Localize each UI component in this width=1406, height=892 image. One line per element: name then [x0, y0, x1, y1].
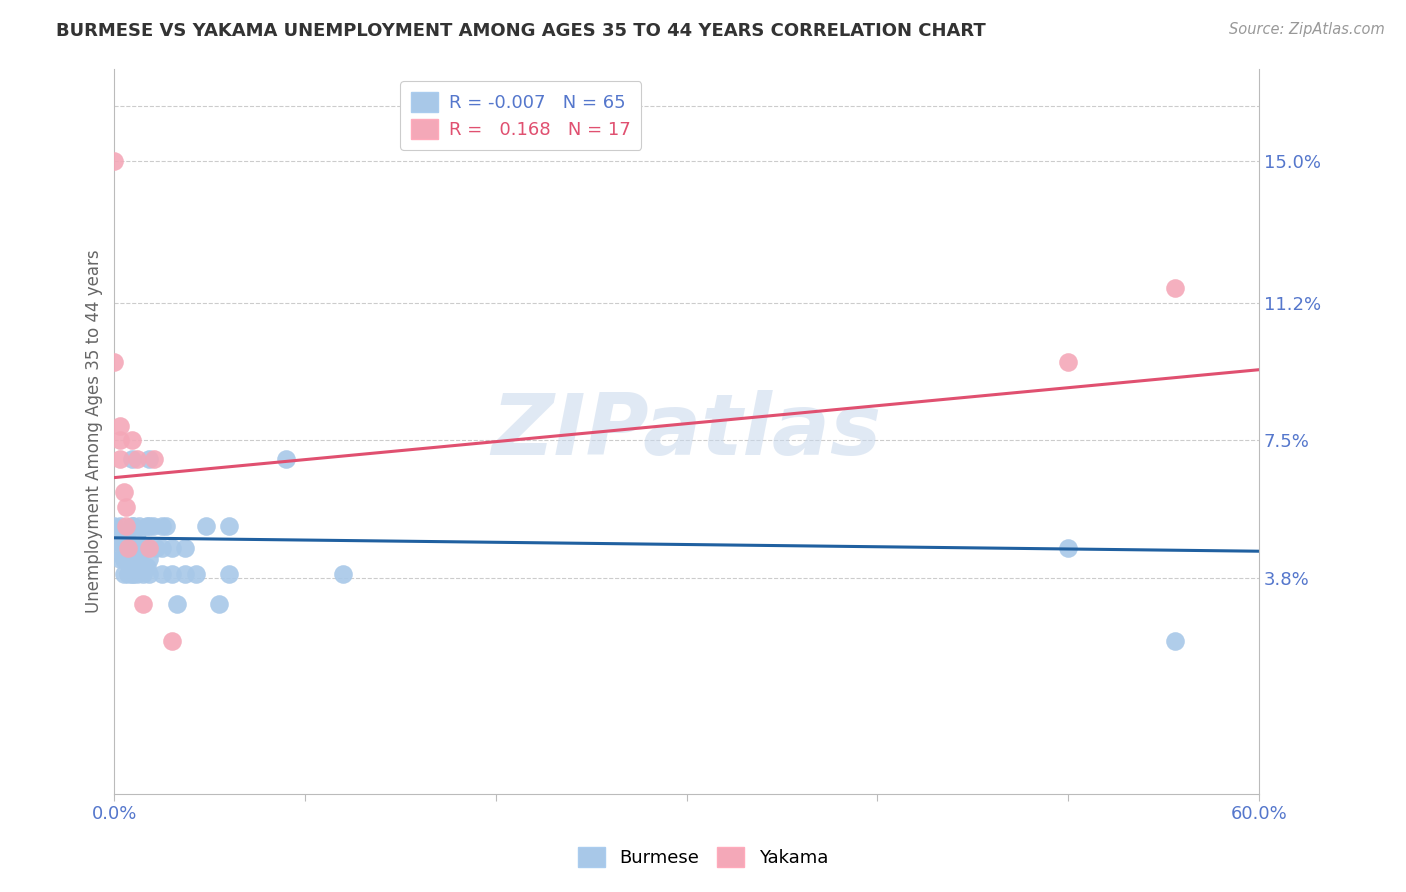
Point — [274, 452, 297, 467]
Point — [135, 559, 157, 574]
Point — [115, 541, 138, 556]
Point — [117, 533, 139, 548]
Point — [160, 567, 183, 582]
Point — [103, 526, 125, 541]
Point — [132, 567, 155, 582]
Point — [127, 567, 149, 582]
Point — [103, 355, 125, 369]
Point — [122, 519, 145, 533]
Point — [132, 559, 155, 574]
Point — [122, 567, 145, 582]
Point — [208, 597, 231, 611]
Point — [112, 526, 135, 541]
Point — [127, 452, 149, 467]
Point — [103, 533, 125, 548]
Point — [150, 567, 173, 582]
Point — [138, 541, 160, 556]
Point — [128, 552, 150, 566]
Point — [138, 519, 160, 533]
Point — [218, 519, 240, 533]
Point — [174, 567, 197, 582]
Point — [186, 567, 208, 582]
Point — [128, 519, 150, 533]
Point — [112, 567, 135, 582]
Point — [121, 567, 143, 582]
Point — [121, 541, 143, 556]
Point — [108, 526, 131, 541]
Point — [138, 452, 160, 467]
Point — [127, 526, 149, 541]
Point — [132, 541, 155, 556]
Legend: R = -0.007   N = 65, R =   0.168   N = 17: R = -0.007 N = 65, R = 0.168 N = 17 — [399, 81, 641, 150]
Point — [150, 519, 173, 533]
Point — [218, 567, 240, 582]
Text: Source: ZipAtlas.com: Source: ZipAtlas.com — [1229, 22, 1385, 37]
Point — [117, 552, 139, 566]
Y-axis label: Unemployment Among Ages 35 to 44 years: Unemployment Among Ages 35 to 44 years — [86, 249, 103, 613]
Point — [127, 541, 149, 556]
Point — [1057, 541, 1080, 556]
Point — [115, 500, 138, 515]
Point — [150, 541, 173, 556]
Point — [132, 597, 155, 611]
Text: ZIPatlas: ZIPatlas — [492, 390, 882, 473]
Point — [155, 519, 177, 533]
Point — [108, 452, 131, 467]
Point — [103, 541, 125, 556]
Point — [138, 552, 160, 566]
Point — [108, 418, 131, 433]
Point — [117, 567, 139, 582]
Point — [1164, 281, 1187, 295]
Point — [166, 597, 188, 611]
Point — [112, 552, 135, 566]
Point — [117, 552, 139, 566]
Point — [1164, 634, 1187, 648]
Point — [121, 559, 143, 574]
Point — [194, 519, 217, 533]
Legend: Burmese, Yakama: Burmese, Yakama — [571, 839, 835, 874]
Point — [108, 434, 131, 448]
Point — [143, 452, 166, 467]
Point — [1057, 355, 1080, 369]
Point — [138, 567, 160, 582]
Point — [135, 541, 157, 556]
Point — [108, 552, 131, 566]
Point — [142, 519, 165, 533]
Point — [332, 567, 354, 582]
Point — [121, 519, 143, 533]
Point — [121, 452, 143, 467]
Point — [103, 519, 125, 533]
Point — [135, 519, 157, 533]
Point — [108, 519, 131, 533]
Point — [112, 541, 135, 556]
Point — [121, 434, 143, 448]
Point — [145, 541, 167, 556]
Point — [112, 485, 135, 500]
Point — [112, 552, 135, 566]
Point — [160, 541, 183, 556]
Text: BURMESE VS YAKAMA UNEMPLOYMENT AMONG AGES 35 TO 44 YEARS CORRELATION CHART: BURMESE VS YAKAMA UNEMPLOYMENT AMONG AGE… — [56, 22, 986, 40]
Point — [117, 541, 139, 556]
Point — [127, 552, 149, 566]
Point — [174, 541, 197, 556]
Point — [115, 519, 138, 533]
Point — [128, 541, 150, 556]
Point — [103, 154, 125, 169]
Point — [160, 634, 183, 648]
Point — [108, 533, 131, 548]
Point — [128, 541, 150, 556]
Point — [122, 541, 145, 556]
Point — [122, 559, 145, 574]
